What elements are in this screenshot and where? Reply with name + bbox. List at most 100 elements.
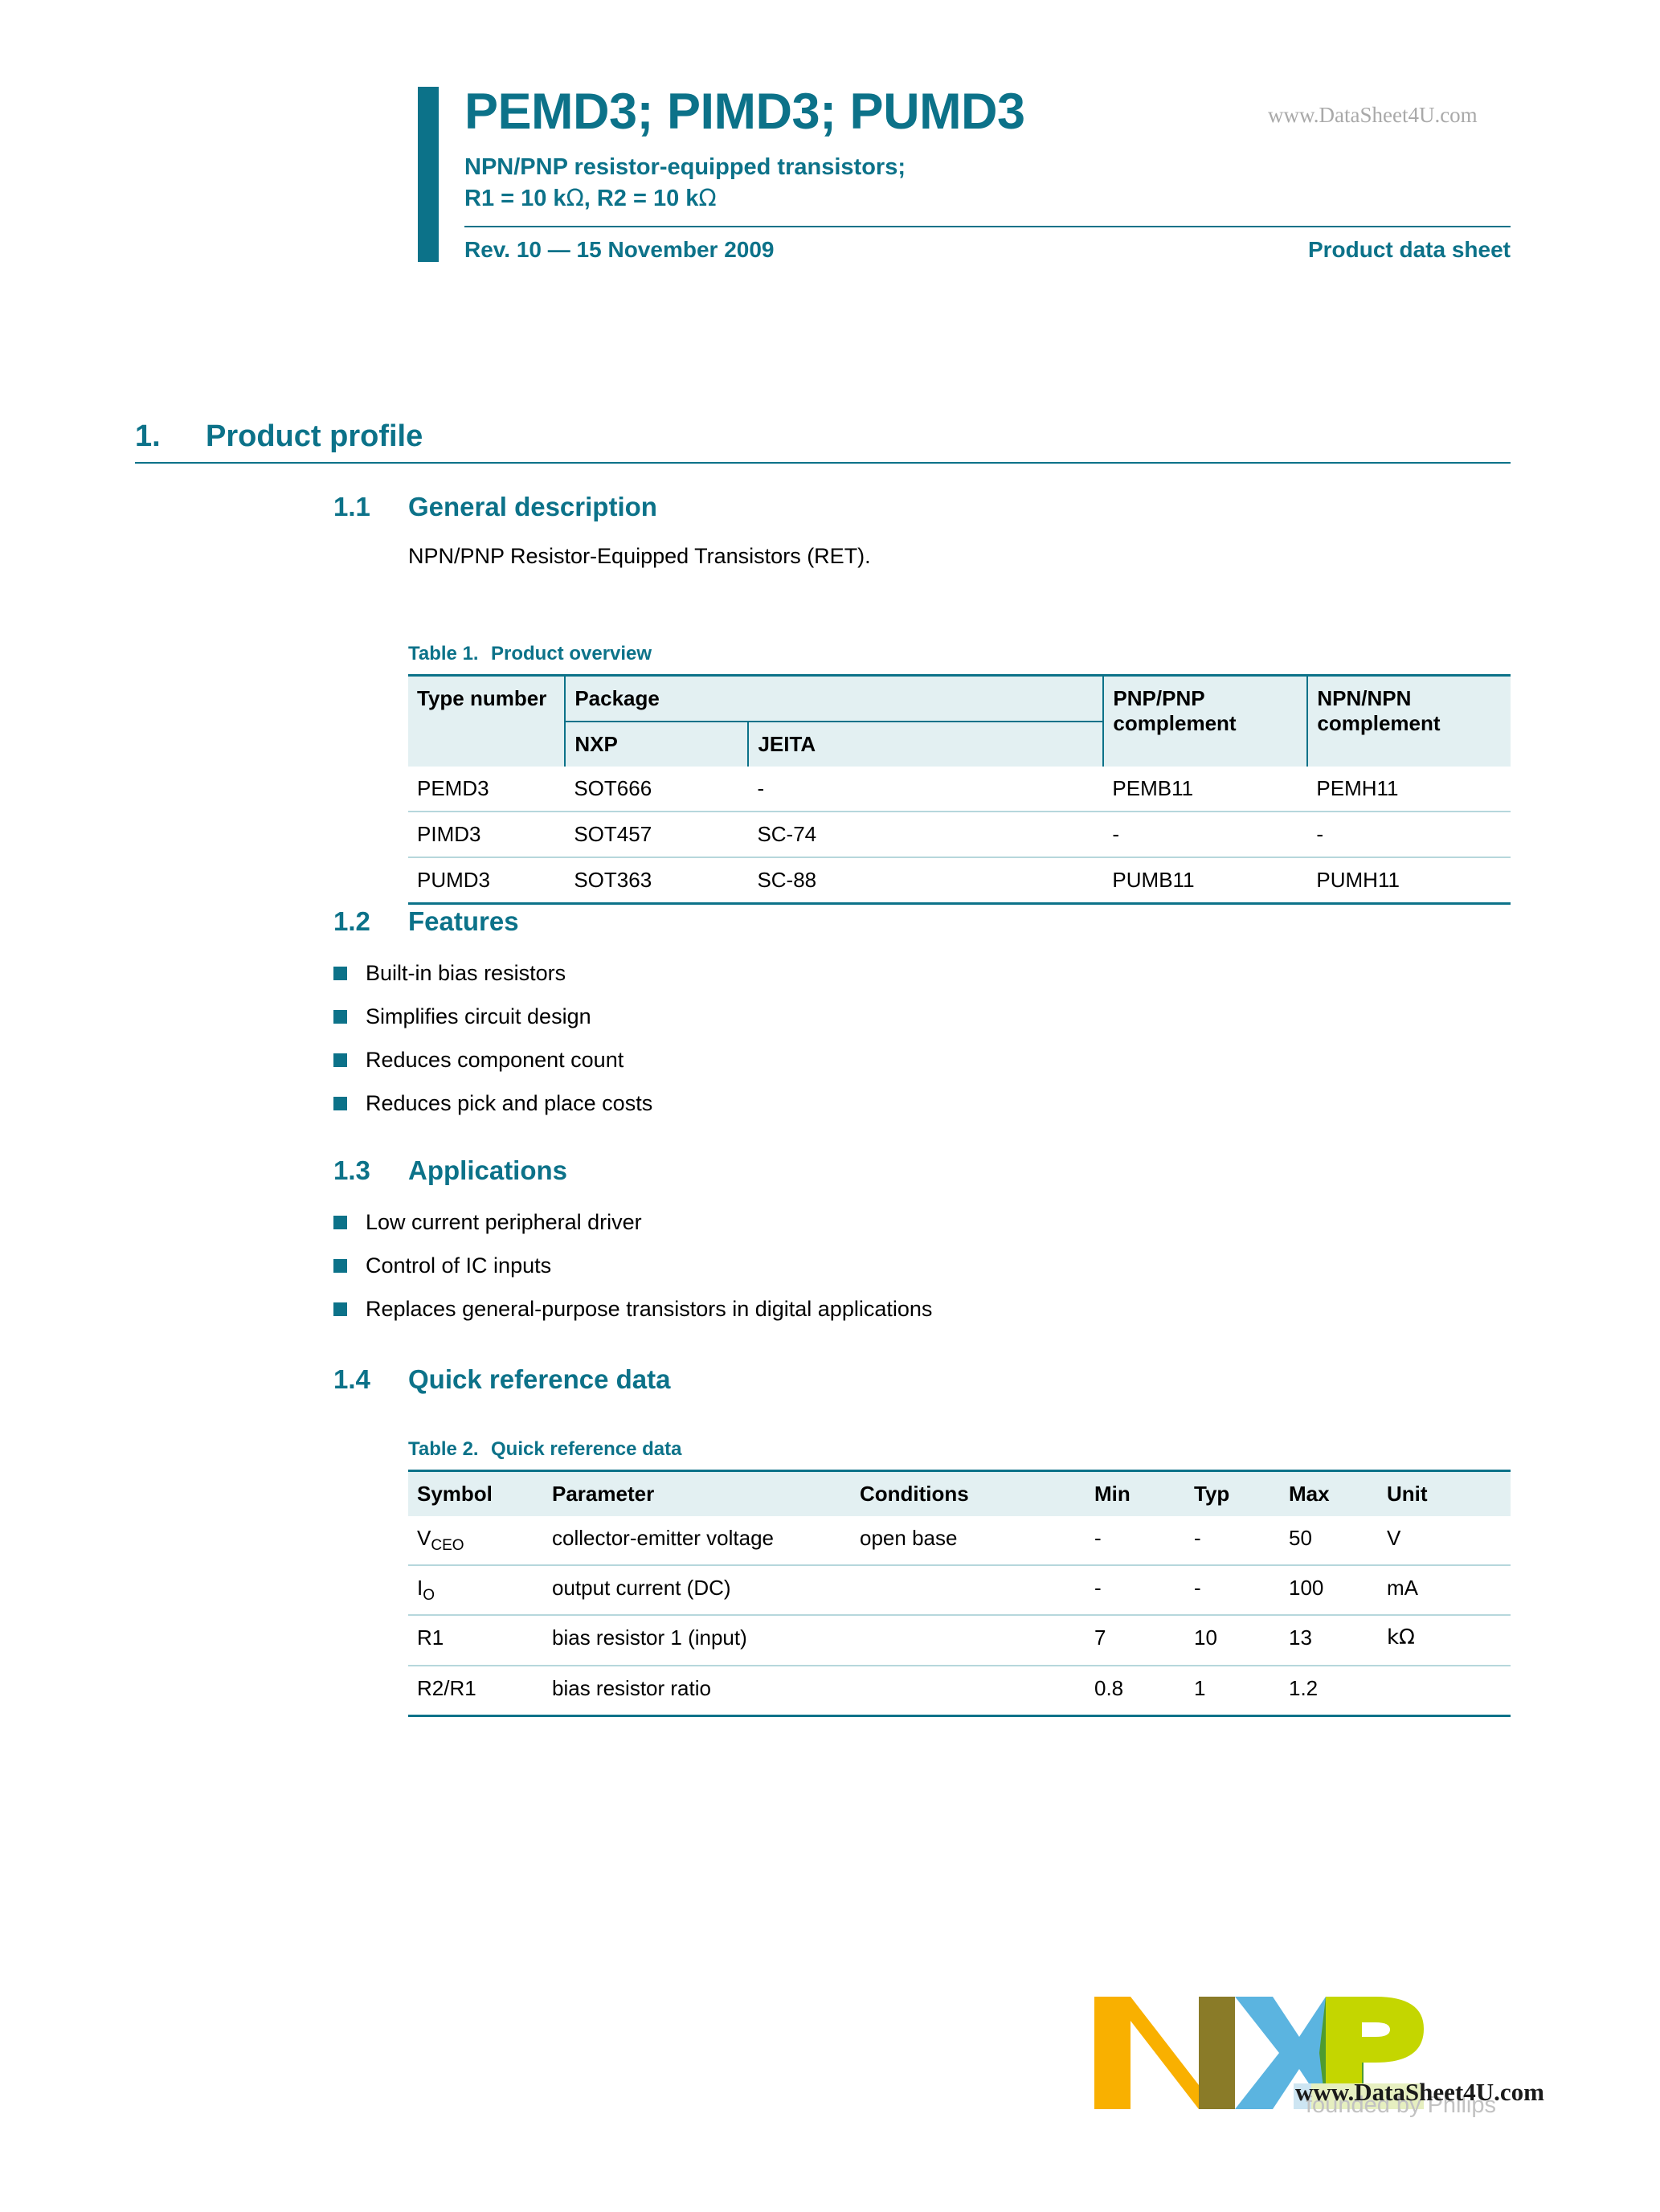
quick-reference-table: Symbol Parameter Conditions Min Typ Max …	[408, 1470, 1511, 1717]
th-min: Min	[1086, 1470, 1185, 1516]
cell-symbol: R2/R1	[408, 1664, 543, 1717]
cell-typ: 10	[1185, 1614, 1280, 1666]
th-symbol: Symbol	[408, 1470, 543, 1516]
symbol-subscript: O	[423, 1587, 435, 1605]
list-item-label: Simplifies circuit design	[366, 1004, 591, 1028]
list-item: Low current peripheral driver	[333, 1209, 1511, 1236]
cell-jeita: SC-74	[748, 811, 1104, 857]
cell-unit	[1378, 1664, 1511, 1717]
table-row: R2/R1 bias resistor ratio 0.8 1 1.2	[408, 1664, 1511, 1717]
cell-nxp: SOT457	[565, 811, 749, 857]
cell-unit: V	[1378, 1516, 1511, 1566]
document-type: Product data sheet	[1307, 236, 1511, 262]
list-item-label: Control of IC inputs	[366, 1253, 552, 1278]
subsection-applications: 1.3 Applications Low current peripheral …	[333, 1155, 1511, 1339]
cell-type: PIMD3	[408, 811, 566, 857]
list-item-label: Replaces general-purpose transistors in …	[366, 1296, 933, 1321]
cell-parameter: output current (DC)	[543, 1564, 851, 1616]
cell-typ: -	[1185, 1564, 1280, 1616]
ohm-symbol: Ω	[566, 184, 584, 212]
table-row: IO output current (DC) - - 100 mA	[408, 1564, 1511, 1616]
cell-conditions	[851, 1564, 1086, 1616]
cell-max: 13	[1280, 1614, 1378, 1666]
th-jeita: JEITA	[747, 721, 1104, 767]
list-item-label: Reduces pick and place costs	[366, 1090, 653, 1115]
bullet-square-icon	[333, 1096, 347, 1110]
list-item: Replaces general-purpose transistors in …	[333, 1296, 1511, 1323]
watermark-bottom: www.DataSheet4U.com	[1295, 2078, 1544, 2106]
nxp-logo-icon	[1094, 1997, 1424, 2109]
cell-pnp: -	[1103, 811, 1308, 857]
th-type-number: Type number	[408, 674, 566, 767]
th-unit: Unit	[1378, 1470, 1511, 1516]
cell-type: PEMD3	[408, 767, 566, 812]
watermark-top: www.DataSheet4U.com	[1268, 103, 1478, 127]
cell-max: 1.2	[1280, 1664, 1378, 1717]
cell-typ: 1	[1185, 1664, 1280, 1717]
cell-npn: PUMH11	[1307, 857, 1511, 905]
table-2-label: Table 2.	[408, 1438, 479, 1460]
table-2-body: VCEO collector-emitter voltage open base…	[408, 1516, 1511, 1717]
list-item: Built-in bias resistors	[333, 960, 1511, 987]
th-parameter: Parameter	[543, 1470, 851, 1516]
list-item: Reduces component count	[333, 1047, 1511, 1073]
cell-min: -	[1086, 1516, 1185, 1566]
list-item-label: Built-in bias resistors	[366, 961, 566, 985]
symbol-subscript: CEO	[431, 1537, 464, 1555]
cell-max: 50	[1280, 1516, 1378, 1566]
list-item-label: Low current peripheral driver	[366, 1210, 642, 1234]
header-divider	[464, 225, 1511, 227]
features-heading: 1.2 Features	[333, 906, 1511, 937]
table-row: VCEO collector-emitter voltage open base…	[408, 1516, 1511, 1566]
document-subtitle: NPN/PNP resistor-equipped transistors; R…	[464, 152, 1511, 215]
subsection-general-description: 1.1 General description NPN/PNP Resistor…	[333, 492, 1511, 570]
applications-heading: 1.3 Applications	[333, 1155, 1511, 1186]
cell-pnp: PUMB11	[1103, 857, 1308, 905]
table-row: PIMD3 SOT457 SC-74 - -	[408, 811, 1511, 857]
quick-reference-title: Quick reference data	[408, 1364, 671, 1394]
features-number: 1.2	[333, 906, 370, 936]
cell-symbol: R1	[408, 1614, 543, 1666]
general-description-number: 1.1	[333, 492, 370, 521]
section-1-title: Product profile	[206, 419, 423, 453]
th-max: Max	[1280, 1470, 1378, 1516]
th-conditions: Conditions	[851, 1470, 1086, 1516]
cell-pnp: PEMB11	[1103, 767, 1308, 812]
applications-list: Low current peripheral driver Control of…	[333, 1209, 1511, 1323]
general-description-heading: 1.1 General description	[333, 492, 1511, 522]
th-typ: Typ	[1185, 1470, 1280, 1516]
page-title: PEMD3; PIMD3; PUMD3	[464, 84, 1025, 140]
list-item-label: Reduces component count	[366, 1047, 624, 1072]
list-item: Control of IC inputs	[333, 1253, 1511, 1279]
cell-symbol: VCEO	[408, 1516, 543, 1566]
subtitle-line-1: NPN/PNP resistor-equipped transistors;	[464, 154, 906, 180]
table-2-title: Quick reference data	[491, 1438, 682, 1460]
section-1-heading: 1. Product profile	[135, 419, 1511, 454]
nxp-logo	[1086, 1973, 1424, 2133]
bullet-square-icon	[333, 967, 347, 980]
table-1-caption: Table 1. Product overview	[408, 643, 1511, 665]
cell-conditions	[851, 1614, 1086, 1666]
product-overview-table: Type number Package PNP/PNP complement N…	[408, 674, 1511, 905]
applications-title: Applications	[408, 1155, 568, 1185]
cell-conditions: open base	[851, 1516, 1086, 1566]
header-accent-bar	[418, 87, 439, 262]
bullet-square-icon	[333, 1302, 347, 1316]
subsection-quick-reference: 1.4 Quick reference data	[333, 1364, 1511, 1395]
table-1-block: Table 1. Product overview Type number Pa…	[408, 643, 1511, 905]
subtitle-line-2: R1 = 10 kΩ, R2 = 10 kΩ	[464, 184, 717, 212]
th-package: Package	[564, 674, 1104, 722]
features-title: Features	[408, 906, 519, 936]
cell-typ: -	[1185, 1516, 1280, 1566]
cell-jeita: SC-88	[748, 857, 1104, 905]
cell-conditions	[851, 1664, 1086, 1717]
cell-symbol: IO	[408, 1564, 543, 1616]
section-1-divider	[135, 462, 1511, 464]
general-description-text: NPN/PNP Resistor-Equipped Transistors (R…	[408, 544, 871, 568]
cell-npn: PEMH11	[1307, 767, 1511, 812]
table-2-caption: Table 2. Quick reference data	[408, 1438, 1511, 1461]
revision-text: Rev. 10 — 15 November 2009	[464, 236, 775, 262]
cell-nxp: SOT666	[565, 767, 749, 812]
applications-number: 1.3	[333, 1155, 370, 1185]
bullet-square-icon	[333, 1053, 347, 1067]
